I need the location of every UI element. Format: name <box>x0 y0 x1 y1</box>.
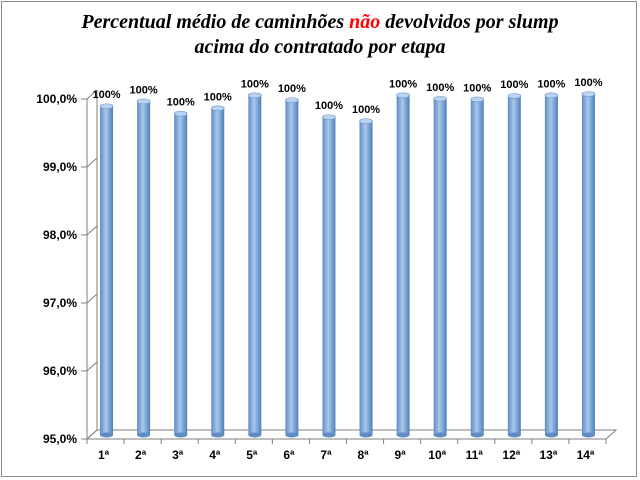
bar-top <box>173 110 188 117</box>
bar-base <box>433 432 447 438</box>
bar-top <box>248 92 262 99</box>
category-label: 8ª <box>357 448 369 462</box>
category-label: 11ª <box>466 448 484 462</box>
category-label: 1ª <box>98 448 110 462</box>
bar-top <box>507 93 522 99</box>
category-label: 13ª <box>539 448 557 462</box>
bar-top <box>544 92 559 99</box>
category-label: 4ª <box>209 448 221 462</box>
bar <box>322 117 336 436</box>
data-label: 100% <box>537 78 565 90</box>
chart-title-part1: Percentual médio de caminhões <box>81 11 350 33</box>
y-tick-label: 95,0% <box>43 432 77 446</box>
chart-title-part2: devolvidos por slump <box>380 11 559 33</box>
y-tick-connector <box>86 361 98 372</box>
bar <box>359 121 373 435</box>
labels-layer: 100% 1ª 100% 2ª 100% 3ª 100% 4ª 100% 5ª 100% 6ª 100%… <box>92 77 602 462</box>
bar-top <box>396 92 410 99</box>
y-tick-label: 99,0% <box>43 160 77 174</box>
bar-base <box>396 432 410 438</box>
chart-title-line2: acima do contratado por etapa <box>194 36 446 58</box>
bar-base <box>248 432 262 438</box>
bar-base <box>322 432 336 438</box>
data-label: 100% <box>352 104 380 116</box>
y-tick-connector <box>86 89 98 100</box>
bar-base <box>359 432 373 438</box>
y-tick-connector <box>86 225 98 236</box>
data-label: 100% <box>130 84 158 96</box>
y-tick-connector <box>86 157 98 168</box>
bar-top <box>285 97 299 103</box>
bar-top <box>581 91 596 97</box>
bar-base <box>174 432 188 438</box>
chart-title-highlight: não <box>349 11 381 33</box>
data-label: 100% <box>315 100 343 112</box>
bar <box>100 106 114 436</box>
bar <box>470 99 484 435</box>
category-label: 7ª <box>320 448 332 462</box>
chart-title: Percentual médio de caminhões não devolv… <box>0 10 640 60</box>
bar <box>433 98 447 435</box>
bar-top <box>322 114 336 120</box>
bar <box>396 95 410 436</box>
category-label: 14ª <box>577 448 595 462</box>
bar <box>248 95 262 436</box>
data-label: 100% <box>574 77 602 89</box>
bar <box>544 95 558 436</box>
data-label: 100% <box>92 89 120 101</box>
bar-base <box>137 432 151 438</box>
bar-base <box>507 432 521 438</box>
data-label: 100% <box>204 91 232 103</box>
category-label: 10ª <box>428 448 446 462</box>
bar-base <box>544 432 558 438</box>
data-label: 100% <box>500 79 528 91</box>
category-label: 2ª <box>135 448 147 462</box>
data-label: 100% <box>426 82 454 94</box>
bar-base <box>470 432 484 438</box>
data-label: 100% <box>463 82 491 94</box>
y-tick-connector <box>86 293 98 304</box>
bar-top <box>210 105 225 112</box>
y-tick-label: 98,0% <box>43 228 77 242</box>
chart-floor <box>85 429 618 440</box>
category-label: 12ª <box>502 448 520 462</box>
bar <box>285 100 299 436</box>
bar-base <box>211 432 225 438</box>
bar <box>137 101 151 435</box>
y-tick-label: 97,0% <box>43 296 77 310</box>
bar-base <box>581 432 595 438</box>
category-label: 9ª <box>395 448 407 462</box>
bar <box>211 108 225 435</box>
bar-base <box>100 432 114 438</box>
y-tick-label: 96,0% <box>43 364 77 378</box>
data-label: 100% <box>241 78 269 90</box>
y-tick-label: 100,0% <box>36 92 77 106</box>
category-label: 5ª <box>246 448 258 462</box>
category-label: 6ª <box>283 448 295 462</box>
data-label: 100% <box>278 83 306 95</box>
bar-top <box>136 98 151 105</box>
bar-base <box>285 432 299 438</box>
data-label: 100% <box>389 78 417 90</box>
bar-top <box>359 118 373 124</box>
bars-layer <box>99 91 596 438</box>
category-label: 3ª <box>172 448 184 462</box>
bar <box>174 113 188 435</box>
y-tick-connector <box>86 429 98 440</box>
bar-top <box>99 103 114 110</box>
bar-top <box>470 96 485 103</box>
bar-top <box>433 95 447 102</box>
bar <box>581 94 595 435</box>
bar <box>507 96 521 435</box>
data-label: 100% <box>167 97 195 109</box>
